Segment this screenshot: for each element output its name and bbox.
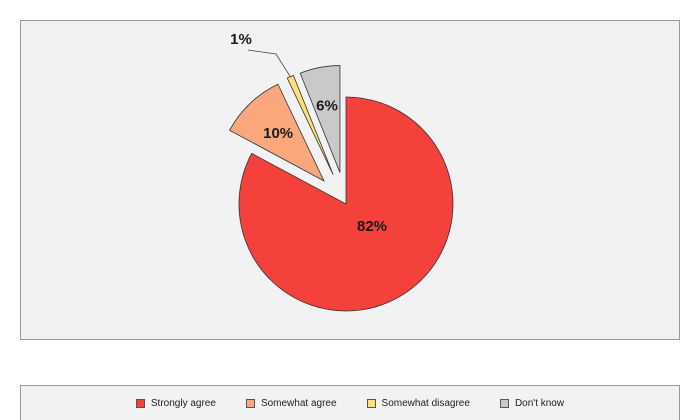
slice-label-somewhat-disagree: 1% bbox=[230, 31, 252, 48]
legend-item-strongly-agree: Strongly agree bbox=[135, 397, 216, 409]
slice-label-strongly-agree: 82% bbox=[357, 218, 387, 235]
chart-panel: 82% 10% 1% 6% bbox=[20, 20, 680, 340]
legend-swatch bbox=[499, 398, 509, 408]
legend-label: Somewhat agree bbox=[260, 397, 337, 409]
pie-slice-strongly-agree bbox=[238, 96, 454, 312]
legend-label: Somewhat disagree bbox=[381, 397, 470, 409]
legend-label: Don't know bbox=[514, 397, 565, 409]
legend-swatch bbox=[135, 398, 145, 408]
slice-label-somewhat-agree: 10% bbox=[263, 125, 293, 142]
legend-item-somewhat-agree: Somewhat agree bbox=[245, 397, 337, 409]
legend-item-somewhat-disagree: Somewhat disagree bbox=[366, 397, 470, 409]
pie-slice-somewhat-agree bbox=[229, 83, 325, 182]
pie-chart: 82% 10% 1% 6% bbox=[229, 31, 454, 312]
legend-swatch bbox=[366, 398, 376, 408]
chart-legend: Strongly agree Somewhat agree Somewhat d… bbox=[20, 385, 680, 420]
legend-swatch bbox=[245, 398, 255, 408]
legend-label: Strongly agree bbox=[150, 397, 216, 409]
pie-slice-dont-know bbox=[299, 65, 341, 173]
slice-label-dont-know: 6% bbox=[316, 97, 338, 114]
legend-item-dont-know: Don't know bbox=[499, 397, 565, 409]
leader-line-somewhat-disagree bbox=[247, 49, 291, 77]
